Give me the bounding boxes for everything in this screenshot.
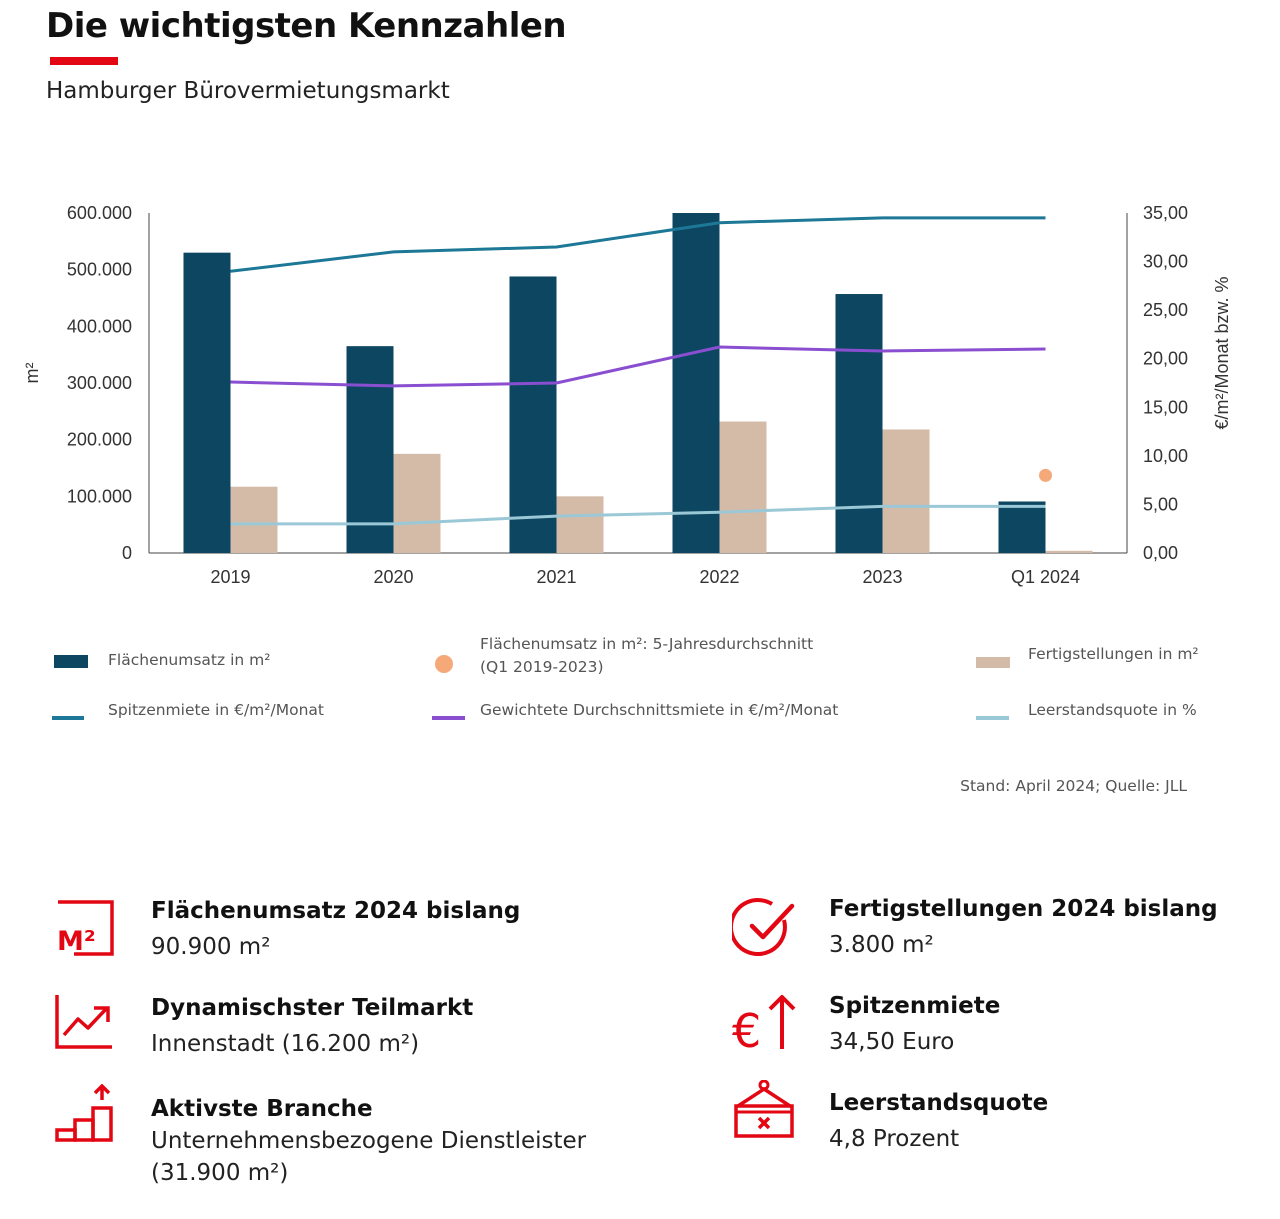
kpi-value: 4,8 Prozent <box>829 1126 960 1152</box>
bar-fertigstellungen <box>393 453 441 553</box>
bar-flaechenumsatz <box>183 252 231 553</box>
page-title: Die wichtigsten Kennzahlen <box>46 6 567 46</box>
x-tick-label: Q1 2024 <box>1011 567 1080 587</box>
kpi-title: Fertigstellungen 2024 bislang <box>829 896 1218 922</box>
kpi-title: Spitzenmiete <box>829 993 1001 1019</box>
legend-swatch-line <box>976 716 1009 720</box>
page-subtitle: Hamburger Bürovermietungsmarkt <box>46 78 450 104</box>
kpi-spitzenmiete: € Spitzenmiete 34,50 Euro <box>732 993 1232 1063</box>
combo-chart: 600.000 500.000 400.000 300.000 200.000 100.0… <box>22 203 1232 587</box>
legend-item-spitzenmiete: Spitzenmiete in €/m²/Monat <box>52 699 392 725</box>
bar-flaechenumsatz <box>672 213 720 553</box>
legend-swatch-line <box>52 716 84 720</box>
y-tick-label-left: 600.000 <box>67 203 132 223</box>
kpi-branche: Aktivste Branche Unternehmensbezogene Di… <box>54 1084 654 1192</box>
legend-label: Gewichtete Durchschnittsmiete in €/m²/Mo… <box>480 701 839 719</box>
y-tick-label-left: 200.000 <box>67 430 132 450</box>
legend-swatch-dot <box>435 655 453 673</box>
line-leerstandsquote <box>230 504 1046 526</box>
euro-up-icon: € <box>732 995 796 1057</box>
line-spitzenmiete <box>230 216 1046 273</box>
legend-swatch <box>976 657 1010 668</box>
kpi-title: Dynamischster Teilmarkt <box>151 995 474 1021</box>
x-tick-label: 2020 <box>373 567 413 587</box>
kpi-value-line2: (31.900 m²) <box>151 1160 289 1186</box>
bar-steps-icon <box>55 1084 113 1142</box>
trend-up-icon <box>55 995 112 1049</box>
bar-flaechenumsatz <box>835 294 883 553</box>
kpi-title: Leerstandsquote <box>829 1090 1049 1116</box>
kpi-value: 90.900 m² <box>151 934 271 960</box>
bar-fertigstellungen <box>556 496 604 553</box>
bar-fertigstellungen <box>719 421 767 553</box>
check-circle-icon <box>732 898 795 957</box>
y-tick-label-right: 25,00 <box>1143 300 1188 320</box>
legend-swatch <box>54 655 88 668</box>
bar-fertigstellungen <box>882 429 930 553</box>
x-tick-label: 2021 <box>536 567 576 587</box>
y-tick-label-right: 0,00 <box>1143 543 1178 563</box>
y-tick-label-left: 400.000 <box>67 316 132 336</box>
legend-label: Flächenumsatz in m² <box>108 651 271 669</box>
kpi-title: Aktivste Branche <box>151 1096 373 1122</box>
kpi-teilmarkt: Dynamischster Teilmarkt Innenstadt (16.2… <box>54 995 614 1065</box>
kpi-leerstandsquote: Leerstandsquote 4,8 Prozent <box>732 1080 1232 1160</box>
square-meter-icon: M² <box>57 900 114 957</box>
kpi-title: Flächenumsatz 2024 bislang <box>151 898 521 924</box>
kpi-value: Unternehmensbezogene Dienstleister <box>151 1128 587 1154</box>
kpi-value: 34,50 Euro <box>829 1029 955 1055</box>
legend-label: Flächenumsatz in m²: 5-Jahresdurchschnit… <box>480 635 814 653</box>
legend-item-leerstandsquote: Leerstandsquote in % <box>976 699 1206 725</box>
y-axis-label-right: €/m²/Monat bzw. % <box>1212 276 1232 429</box>
kpi-value: 3.800 m² <box>829 932 934 958</box>
svg-text:€: € <box>732 1004 761 1057</box>
x-tick-label: 2019 <box>210 567 250 587</box>
point-5-jahresdurchschnitt <box>1039 468 1052 482</box>
y-tick-label-right: 20,00 <box>1143 349 1188 369</box>
y-axis-label-left: m² <box>22 363 42 384</box>
line-gewichtete <box>230 345 1046 388</box>
bar-flaechenumsatz <box>509 276 557 553</box>
y-tick-label-left: 0 <box>122 543 132 563</box>
svg-text:M²: M² <box>57 926 96 957</box>
x-tick-label: 2023 <box>862 567 902 587</box>
legend-swatch-line <box>432 716 465 720</box>
legend-item-flaechenumsatz: Flächenumsatz in m² <box>52 649 392 673</box>
y-tick-label-right: 30,00 <box>1143 252 1188 272</box>
bar-fertigstellungen <box>230 486 278 553</box>
legend-label: Spitzenmiete in €/m²/Monat <box>108 701 324 719</box>
legend-item-durchschnittsmiete: Gewichtete Durchschnittsmiete in €/m²/Mo… <box>432 699 852 725</box>
legend-label-line2: (Q1 2019-2023) <box>480 658 604 676</box>
bar-flaechenumsatz <box>998 501 1046 553</box>
kpi-flaechenumsatz: M² Flächenumsatz 2024 bislang 90.900 m² <box>54 898 614 968</box>
title-accent-bar <box>50 57 118 65</box>
vacancy-sign-icon <box>734 1080 794 1138</box>
legend-item-fertigstellungen: Fertigstellungen in m² <box>976 643 1206 671</box>
y-tick-label-left: 500.000 <box>67 260 132 280</box>
x-tick-label: 2022 <box>699 567 739 587</box>
bar-flaechenumsatz <box>346 346 394 553</box>
y-tick-label-right: 5,00 <box>1143 494 1178 514</box>
legend-item-5-jahresdurchschnitt: Flächenumsatz in m²: 5-Jahresdurchschnit… <box>432 633 852 681</box>
y-tick-label-right: 15,00 <box>1143 397 1188 417</box>
legend-label: Fertigstellungen in m² <box>1028 645 1199 663</box>
source-note: Stand: April 2024; Quelle: JLL <box>960 777 1187 795</box>
y-tick-label-right: 35,00 <box>1143 203 1188 223</box>
y-tick-label-left: 100.000 <box>67 486 132 506</box>
kpi-value: Innenstadt (16.200 m²) <box>151 1031 420 1057</box>
y-tick-label-left: 300.000 <box>67 373 132 393</box>
legend-label: Leerstandsquote in % <box>1028 701 1197 719</box>
bar-fertigstellungen <box>1045 550 1093 553</box>
kpi-fertigstellungen: Fertigstellungen 2024 bislang 3.800 m² <box>732 896 1232 966</box>
y-tick-label-right: 10,00 <box>1143 446 1188 466</box>
